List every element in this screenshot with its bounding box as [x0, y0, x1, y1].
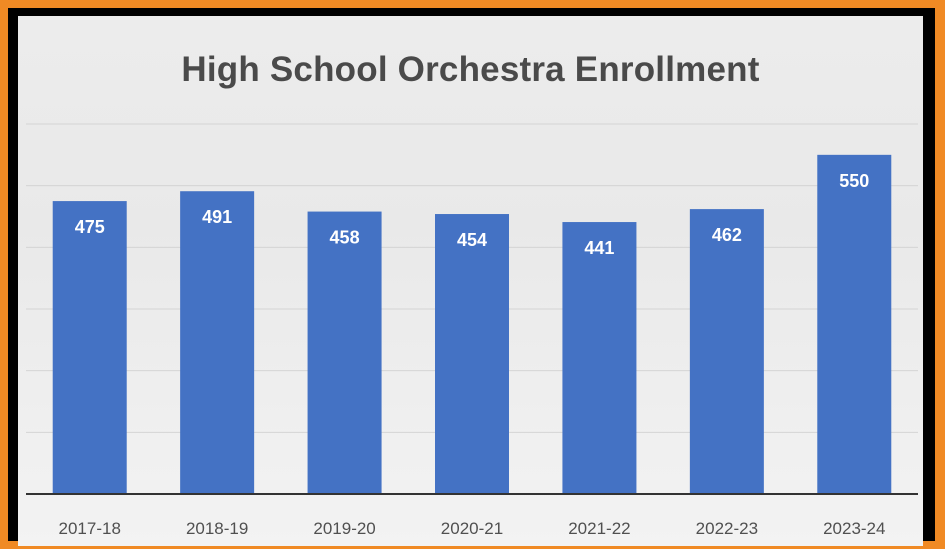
bar-2018-19 [180, 191, 255, 494]
bar-2017-18 [52, 201, 127, 495]
x-tick-label: 2018-19 [186, 519, 248, 538]
data-label: 454 [457, 230, 487, 250]
chart-panel: High School Orchestra Enrollment 475 491 4… [18, 16, 923, 546]
bar-2019-20 [307, 211, 382, 495]
bar-chart: 475 491 458 454 441 462 550 2017-18 2018-19 2019… [26, 123, 918, 538]
bar-2022-23 [689, 209, 764, 494]
x-tick-label: 2019-20 [313, 519, 375, 538]
chart-title: High School Orchestra Enrollment [181, 50, 760, 89]
x-tick-labels: 2017-18 2018-19 2019-20 2020-21 2021-22 2022-… [59, 519, 886, 538]
data-label: 458 [330, 228, 360, 248]
data-label: 550 [839, 171, 869, 191]
chart-frame: High School Orchestra Enrollment 475 491 4… [8, 8, 935, 546]
x-tick-label: 2017-18 [59, 519, 121, 538]
data-label: 475 [75, 217, 105, 237]
x-tick-label: 2023-24 [823, 519, 885, 538]
x-tick-label: 2020-21 [441, 519, 503, 538]
bars [52, 154, 892, 495]
data-labels: 475 491 458 454 441 462 550 [75, 171, 870, 258]
data-label: 491 [202, 207, 232, 227]
x-tick-label: 2022-23 [696, 519, 758, 538]
bar-2021-22 [562, 222, 637, 495]
data-label: 462 [712, 225, 742, 245]
bar-2020-21 [435, 214, 509, 495]
bar-2023-24 [817, 154, 892, 495]
x-tick-label: 2021-22 [568, 519, 630, 538]
data-label: 441 [584, 238, 614, 258]
